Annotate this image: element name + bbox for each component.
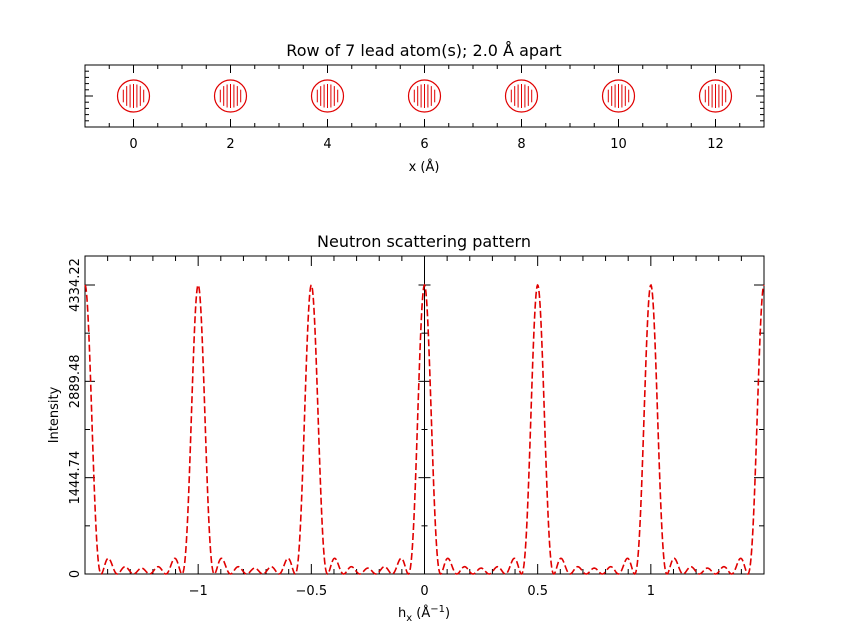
y-tick-label: 4334.22	[68, 258, 83, 312]
atoms-chart: Row of 7 lead atom(s); 2.0 Å apart 0 2 4 6 8…	[84, 41, 765, 175]
atoms-x-axis-label: x (Å)	[409, 159, 440, 175]
x-tick-label: 0.5	[527, 584, 548, 599]
x-tick-label: 6	[420, 137, 428, 152]
atom-marker	[310, 79, 345, 113]
x-label-unit: (Å	[412, 605, 430, 621]
scattering-series-line	[84, 283, 765, 575]
x-tick-label: 8	[517, 137, 525, 152]
atom-marker	[698, 79, 733, 113]
atom-marker	[407, 79, 442, 113]
atoms-axis-ticks	[84, 65, 765, 127]
x-tick-label: −1	[189, 584, 208, 599]
atoms-x-tick-labels: 0 2 4 6 8 10 12	[129, 137, 723, 152]
scattering-chart: Neutron scattering pattern −1 −0.5 0 0.5 1 0…	[47, 232, 765, 624]
atom-marker	[504, 79, 539, 113]
y-tick-label: 0	[68, 570, 83, 578]
x-tick-label: 0	[129, 137, 137, 152]
scattering-y-axis-label: Intensity	[47, 386, 62, 443]
x-tick-label: 10	[610, 137, 627, 152]
x-tick-label: 4	[323, 137, 331, 152]
x-tick-label: 12	[707, 137, 724, 152]
atom-marker	[601, 79, 636, 113]
scattering-y-tick-labels: 0 1444.74 2889.48 4334.22	[68, 258, 83, 578]
atom-marker	[213, 79, 248, 113]
x-label-main: h	[398, 606, 406, 621]
atoms-markers	[116, 79, 733, 113]
atom-marker	[116, 79, 151, 113]
x-tick-label: −0.5	[296, 584, 328, 599]
x-label-unit-close: )	[445, 606, 450, 621]
scattering-x-axis-label: hx (Å−1)	[398, 604, 450, 624]
x-label-superscript: −1	[430, 604, 445, 615]
x-tick-label: 1	[647, 584, 655, 599]
atoms-chart-title: Row of 7 lead atom(s); 2.0 Å apart	[286, 41, 561, 60]
x-tick-label: 2	[226, 137, 234, 152]
x-tick-label: 0	[420, 584, 428, 599]
scattering-chart-title: Neutron scattering pattern	[317, 232, 531, 251]
y-tick-label: 2889.48	[68, 354, 83, 408]
scattering-x-tick-labels: −1 −0.5 0 0.5 1	[189, 584, 655, 599]
x-label-subscript: x	[406, 613, 412, 624]
y-tick-label: 1444.74	[68, 451, 83, 505]
